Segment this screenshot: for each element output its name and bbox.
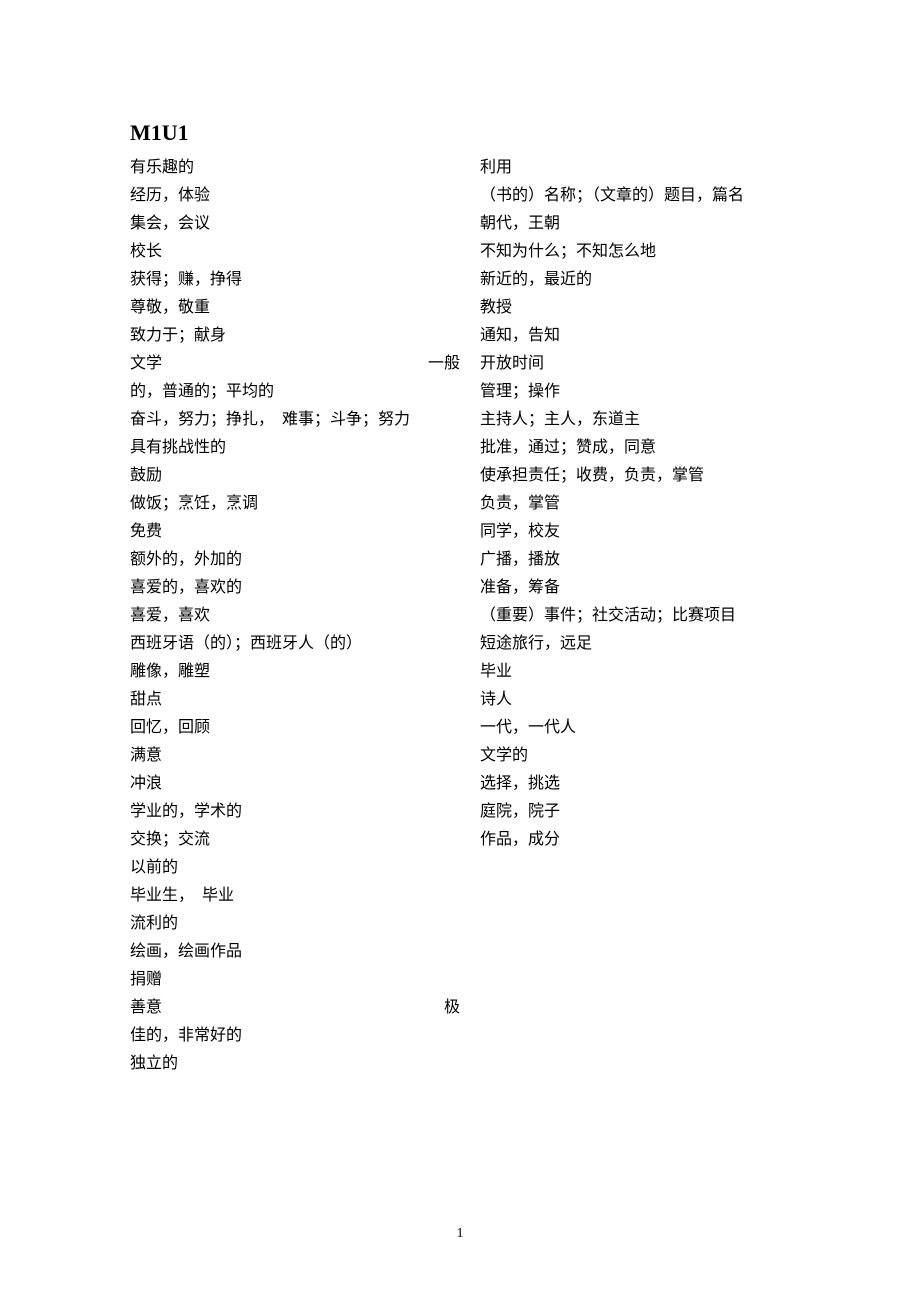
unit-title: M1U1 [130,120,790,146]
vocab-entry: 冲浪 [130,770,460,798]
vocab-entry: 朝代，王朝 [480,210,790,238]
vocab-entry: 回忆，回顾 [130,714,460,742]
vocab-entry: 捐赠 [130,966,460,994]
vocab-entry: 文学的 [480,742,790,770]
vocab-entry: 选择，挑选 [480,770,790,798]
vocab-entry: 致力于；献身 [130,322,460,350]
vocab-entry: 广播，播放 [480,546,790,574]
vocab-entry: 毕业 [480,658,790,686]
vocab-entry: 不知为什么；不知怎么地 [480,238,790,266]
vocab-entry: 毕业生， 毕业 [130,882,460,910]
left-column: 有乐趣的经历，体验集会，会议校长获得；赚，挣得尊敬，敬重致力于；献身文学 一般的，… [130,154,460,1078]
vocab-entry: 具有挑战性的 [130,434,460,462]
vocab-entry: 批准，通过；赞成，同意 [480,434,790,462]
vocab-entry: 喜爱，喜欢 [130,602,460,630]
vocab-entry: 额外的，外加的 [130,546,460,574]
vocab-entry: 同学，校友 [480,518,790,546]
vocab-entry: 交换；交流 [130,826,460,854]
vocab-entry: 经历，体验 [130,182,460,210]
vocab-entry: 学业的，学术的 [130,798,460,826]
vocab-entry: （书的）名称；（文章的）题目，篇名 [480,182,790,210]
vocab-entry: 雕像，雕塑 [130,658,460,686]
vocab-entry: 免费 [130,518,460,546]
vocab-entry: 通知，告知 [480,322,790,350]
vocab-entry: 佳的，非常好的 [130,1022,460,1050]
vocab-entry: 集会，会议 [130,210,460,238]
vocab-entry: 文学 一般 [130,350,460,378]
vocab-entry: 使承担责任；收费，负责，掌管 [480,462,790,490]
vocab-entry: 庭院，院子 [480,798,790,826]
vocab-entry: 鼓励 [130,462,460,490]
two-column-layout: 有乐趣的经历，体验集会，会议校长获得；赚，挣得尊敬，敬重致力于；献身文学 一般的，… [130,154,790,1078]
vocab-entry: 满意 [130,742,460,770]
vocab-entry: 负责，掌管 [480,490,790,518]
vocab-entry: 流利的 [130,910,460,938]
vocab-entry: 主持人；主人，东道主 [480,406,790,434]
vocab-entry: 喜爱的，喜欢的 [130,574,460,602]
vocab-entry: 准备，筹备 [480,574,790,602]
vocab-entry: 校长 [130,238,460,266]
vocab-entry: （重要）事件；社交活动；比赛项目 [480,602,790,630]
vocab-entry: 新近的，最近的 [480,266,790,294]
vocab-entry: 的，普通的；平均的 [130,378,460,406]
vocab-entry: 绘画，绘画作品 [130,938,460,966]
vocab-text-right: 极 [444,994,460,1022]
vocab-text-left: 文学 [130,350,162,378]
vocab-entry: 做饭；烹饪，烹调 [130,490,460,518]
vocab-entry: 西班牙语（的）；西班牙人（的） [130,630,460,658]
vocab-entry: 教授 [480,294,790,322]
vocab-entry: 尊敬，敬重 [130,294,460,322]
vocab-entry: 获得；赚，挣得 [130,266,460,294]
vocab-entry: 短途旅行，远足 [480,630,790,658]
page-number: 1 [0,1226,920,1242]
right-column: 利用（书的）名称；（文章的）题目，篇名朝代，王朝不知为什么；不知怎么地新近的，最… [480,154,790,1078]
vocab-entry: 诗人 [480,686,790,714]
vocab-entry: 开放时间 [480,350,790,378]
vocab-entry: 以前的 [130,854,460,882]
vocab-entry: 有乐趣的 [130,154,460,182]
vocab-entry: 一代，一代人 [480,714,790,742]
vocab-entry: 奋斗，努力；挣扎， 难事；斗争；努力 [130,406,460,434]
vocab-entry: 管理；操作 [480,378,790,406]
vocab-text-left: 善意 [130,994,162,1022]
vocab-entry: 善意 极 [130,994,460,1022]
document-page: M1U1 有乐趣的经历，体验集会，会议校长获得；赚，挣得尊敬，敬重致力于；献身文… [0,0,920,1302]
vocab-entry: 利用 [480,154,790,182]
vocab-entry: 作品，成分 [480,826,790,854]
vocab-entry: 独立的 [130,1050,460,1078]
vocab-entry: 甜点 [130,686,460,714]
vocab-text-right: 一般 [428,350,460,378]
